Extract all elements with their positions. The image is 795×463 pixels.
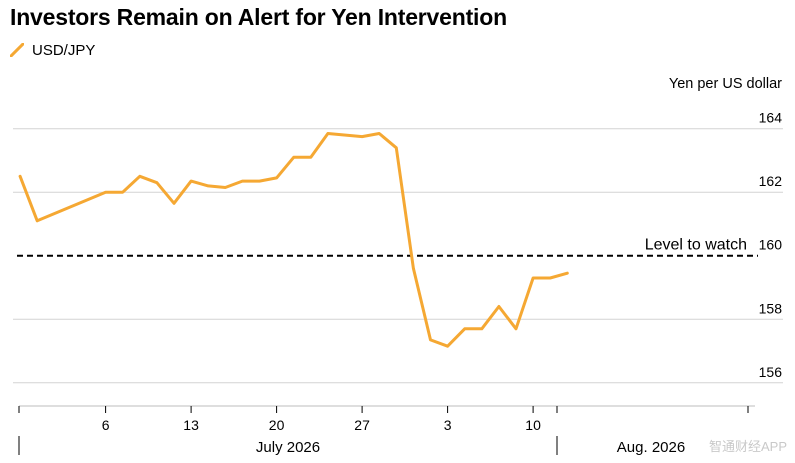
y-axis-label: Yen per US dollar xyxy=(669,76,782,92)
y-tick-label: 162 xyxy=(759,173,783,189)
y-tick-label: 156 xyxy=(759,364,783,380)
y-tick-label: 160 xyxy=(759,237,783,253)
watermark: 智通财经APP xyxy=(708,439,787,454)
reference-line-label: Level to watch xyxy=(645,237,747,254)
chart-title: Investors Remain on Alert for Yen Interv… xyxy=(10,4,507,30)
legend: USD/JPY xyxy=(10,40,95,60)
y-tick-label: 158 xyxy=(759,300,783,316)
legend-line-swatch-icon xyxy=(10,43,24,57)
month-label: Aug. 2026 xyxy=(617,439,685,456)
x-tick-label: 20 xyxy=(269,417,285,433)
x-tick-label: 27 xyxy=(354,417,370,433)
x-tick-label: 3 xyxy=(444,417,452,433)
x-tick-label: 6 xyxy=(102,417,110,433)
month-label: July 2026 xyxy=(256,439,320,456)
series-line-usdjpy xyxy=(18,132,569,348)
y-tick-label: 164 xyxy=(759,110,783,126)
x-tick-label: 13 xyxy=(183,417,199,433)
legend-label: USD/JPY xyxy=(32,41,96,59)
x-tick-label: 10 xyxy=(525,417,541,433)
